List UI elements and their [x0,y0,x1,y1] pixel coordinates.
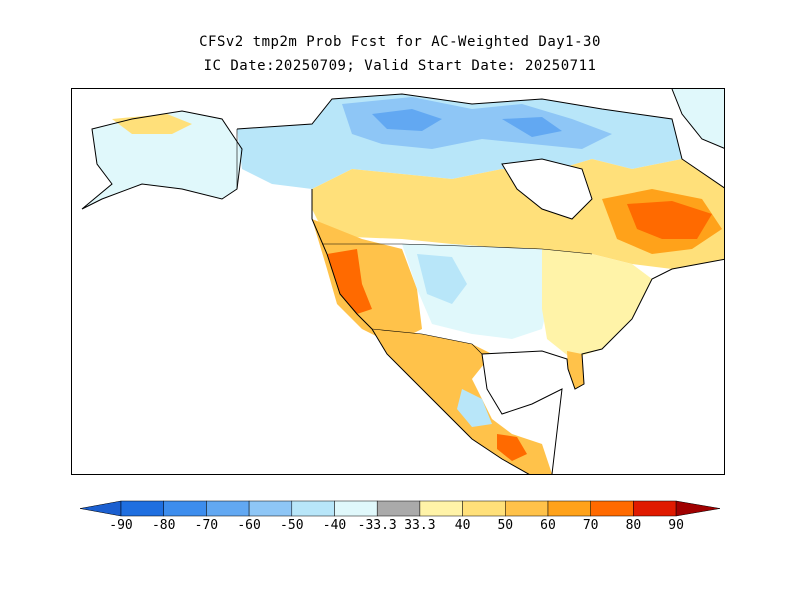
region-florida [567,351,584,389]
colorbar-bin [633,500,677,517]
colorbar-bin [120,500,164,517]
colorbar-tick-label: 60 [540,518,556,533]
colorbar-tick-label: -80 [151,518,176,533]
region-mexico-cool [457,389,492,427]
region-eastern-us [542,249,652,359]
colorbar-tick-label: -40 [322,518,347,533]
map-frame [71,88,725,475]
gulf-of-mexico [482,351,567,414]
colorbar-bin [547,500,591,517]
colorbar-bin [334,500,378,517]
colorbar-bin [206,500,250,517]
region-western-us [312,219,422,344]
colorbar-tick-label: 80 [625,518,642,533]
region-central-us-cooler [417,254,467,304]
figure-subtitle: IC Date:20250709; Valid Start Date: 2025… [203,58,597,74]
colorbar-tick-label: -90 [109,518,133,533]
region-alaska [82,111,242,209]
north-america-map [81,89,724,474]
land-shading [82,89,724,474]
colorbar-tick-label: -70 [194,518,219,533]
colorbar-bin [462,500,506,517]
colorbar-tick-label: -60 [237,518,261,533]
coastlines [81,89,724,474]
colorbar-low-arrow [79,500,122,517]
region-central-america-hot [497,434,527,461]
colorbar-bin [419,500,463,517]
region-quebec-hotter [627,201,712,239]
colorbar-bin [248,500,293,517]
colorbar-high-arrow [675,500,721,517]
colorbar-bin [291,500,335,517]
colorbar-tick-label: 70 [582,518,599,533]
colorbar-tick-label: 40 [454,518,471,533]
colorbar-tick-label: 50 [497,518,514,533]
region-west-coast-hot [327,249,372,314]
colorbar-tick-label: -50 [280,518,304,533]
colorbar-bin [505,500,549,517]
colorbar-tick-label: -33.3 [357,518,397,533]
colorbar-tick-label: 33.3 [404,518,436,533]
colorbar-bin [590,500,634,517]
colorbar-bin [376,500,421,517]
region-central-canada [312,159,724,269]
colorbar-bin [163,500,207,517]
figure-title: CFSv2 tmp2m Prob Fcst for AC-Weighted Da… [199,34,601,50]
colorbar-tick-label: 90 [668,518,684,533]
hudson-bay [502,159,592,219]
region-greenland [672,89,724,149]
political-borders [236,129,593,355]
region-arctic-coldest [372,109,562,137]
